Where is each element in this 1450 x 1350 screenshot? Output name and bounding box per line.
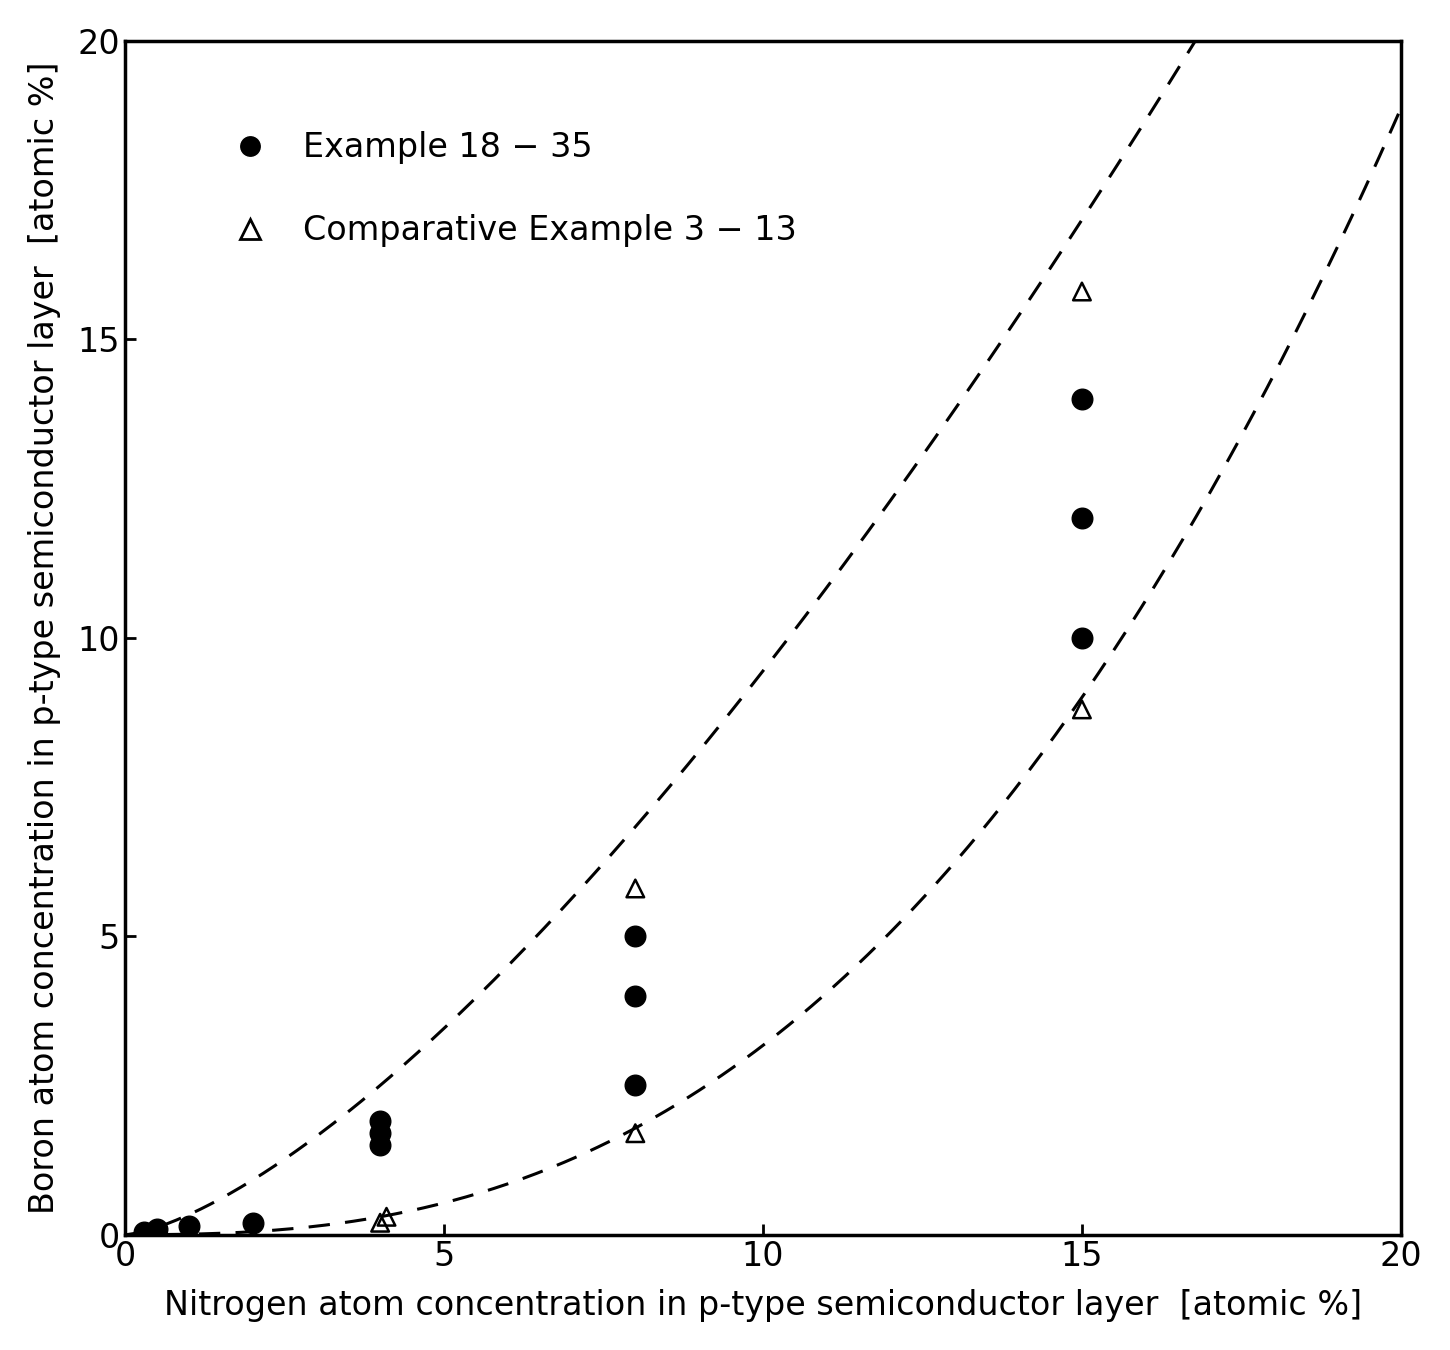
Point (1070, 626, 1093, 648)
Point (177, 1215, 200, 1237)
X-axis label: Nitrogen atom concentration in p-type semiconductor layer  [atomic %]: Nitrogen atom concentration in p-type se… (164, 1289, 1362, 1322)
Legend: Example 18 − 35, Comparative Example 3 − 13: Example 18 − 35, Comparative Example 3 −… (180, 81, 847, 297)
Point (376, 1206, 399, 1227)
Point (1070, 508, 1093, 529)
Point (241, 1212, 264, 1234)
Point (368, 1212, 392, 1234)
Point (368, 1122, 392, 1143)
Point (1070, 389, 1093, 410)
Point (624, 925, 647, 946)
Point (145, 1218, 168, 1239)
Point (368, 1111, 392, 1133)
Point (132, 1220, 155, 1242)
Point (624, 1075, 647, 1096)
Point (624, 878, 647, 899)
Y-axis label: Boron atom concentration in p-type semiconductor layer  [atomic %]: Boron atom concentration in p-type semic… (28, 62, 61, 1214)
Point (368, 1134, 392, 1156)
Point (132, 1227, 155, 1249)
Point (624, 986, 647, 1007)
Point (1070, 698, 1093, 720)
Point (1070, 281, 1093, 302)
Point (624, 1122, 647, 1143)
